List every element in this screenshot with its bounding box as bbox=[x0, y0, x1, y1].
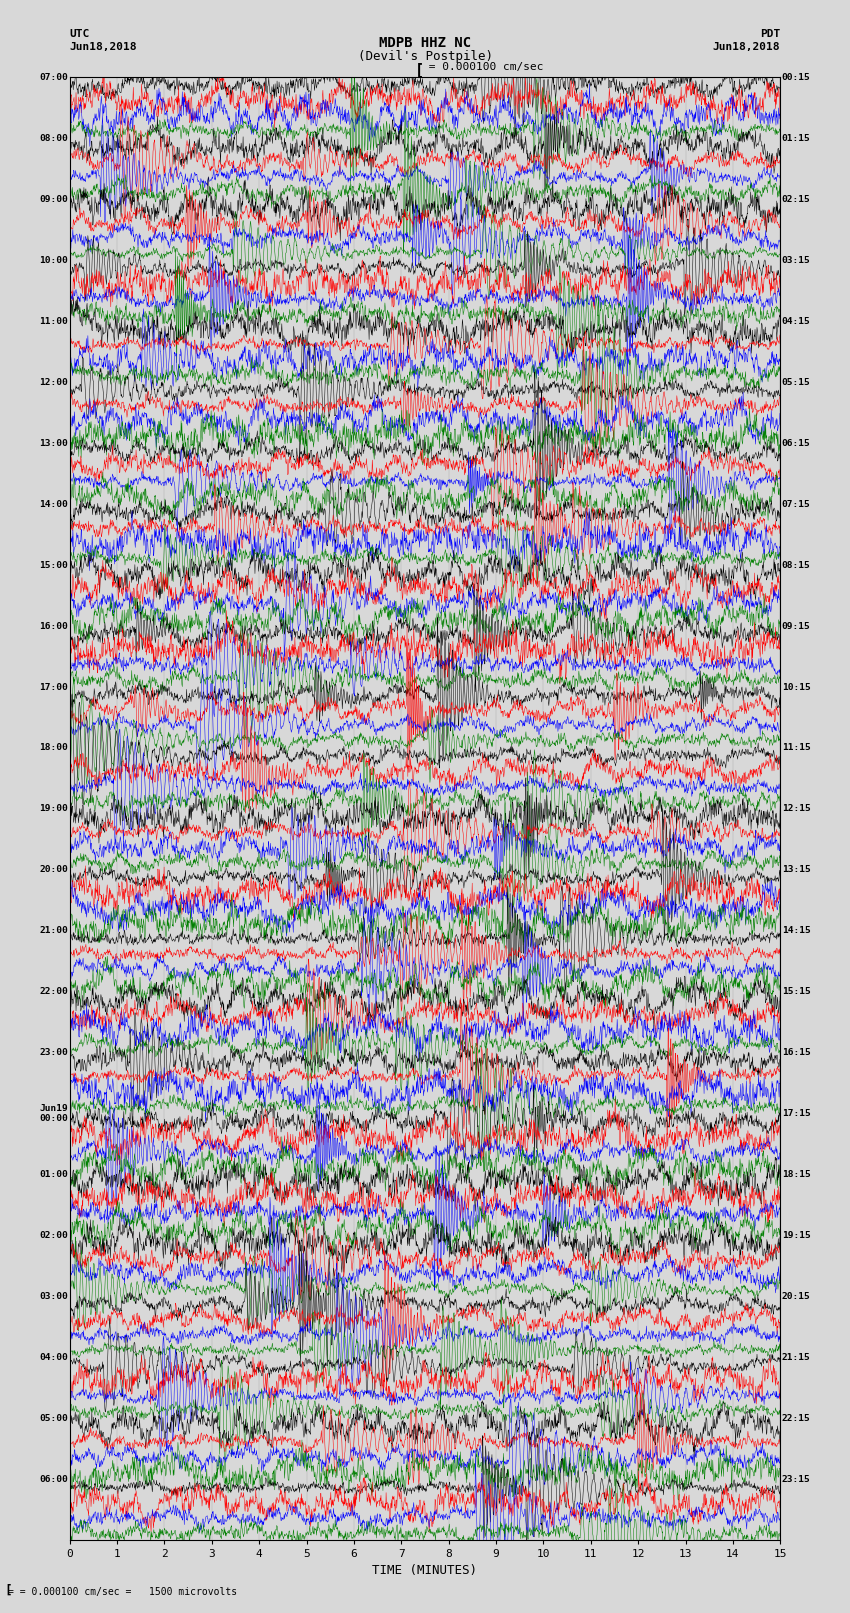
Text: 09:15: 09:15 bbox=[782, 621, 810, 631]
X-axis label: TIME (MINUTES): TIME (MINUTES) bbox=[372, 1563, 478, 1576]
Text: 19:15: 19:15 bbox=[782, 1231, 810, 1240]
Text: MDPB HHZ NC: MDPB HHZ NC bbox=[379, 37, 471, 50]
Text: 18:00: 18:00 bbox=[40, 744, 68, 752]
Text: (Devil's Postpile): (Devil's Postpile) bbox=[358, 50, 492, 63]
Text: 05:15: 05:15 bbox=[782, 377, 810, 387]
Text: 17:15: 17:15 bbox=[782, 1110, 810, 1118]
Text: 10:00: 10:00 bbox=[40, 256, 68, 265]
Text: 16:15: 16:15 bbox=[782, 1048, 810, 1057]
Text: 01:00: 01:00 bbox=[40, 1169, 68, 1179]
Text: 20:00: 20:00 bbox=[40, 866, 68, 874]
Text: 04:15: 04:15 bbox=[782, 316, 810, 326]
Text: 00:15: 00:15 bbox=[782, 73, 810, 82]
Text: 21:00: 21:00 bbox=[40, 926, 68, 936]
Text: 03:00: 03:00 bbox=[40, 1292, 68, 1302]
Text: 23:00: 23:00 bbox=[40, 1048, 68, 1057]
Text: Jun18,2018: Jun18,2018 bbox=[70, 42, 137, 52]
Text: 06:00: 06:00 bbox=[40, 1474, 68, 1484]
Text: 15:15: 15:15 bbox=[782, 987, 810, 997]
Text: Jun19
00:00: Jun19 00:00 bbox=[40, 1103, 68, 1123]
Text: UTC: UTC bbox=[70, 29, 90, 39]
Text: 12:15: 12:15 bbox=[782, 805, 810, 813]
Text: 07:15: 07:15 bbox=[782, 500, 810, 508]
Text: [: [ bbox=[415, 63, 424, 77]
Text: 02:00: 02:00 bbox=[40, 1231, 68, 1240]
Text: 13:15: 13:15 bbox=[782, 866, 810, 874]
Text: 20:15: 20:15 bbox=[782, 1292, 810, 1302]
Text: 06:15: 06:15 bbox=[782, 439, 810, 448]
Text: 18:15: 18:15 bbox=[782, 1169, 810, 1179]
Text: 01:15: 01:15 bbox=[782, 134, 810, 144]
Text: = = 0.000100 cm/sec =   1500 microvolts: = = 0.000100 cm/sec = 1500 microvolts bbox=[8, 1587, 238, 1597]
Text: 11:00: 11:00 bbox=[40, 316, 68, 326]
Text: 22:15: 22:15 bbox=[782, 1415, 810, 1423]
Text: 16:00: 16:00 bbox=[40, 621, 68, 631]
Text: 10:15: 10:15 bbox=[782, 682, 810, 692]
Text: 08:00: 08:00 bbox=[40, 134, 68, 144]
Text: 05:00: 05:00 bbox=[40, 1415, 68, 1423]
Text: 04:00: 04:00 bbox=[40, 1353, 68, 1361]
Text: [: [ bbox=[4, 1584, 12, 1597]
Text: 09:00: 09:00 bbox=[40, 195, 68, 203]
Text: 13:00: 13:00 bbox=[40, 439, 68, 448]
Text: 15:00: 15:00 bbox=[40, 561, 68, 569]
Text: 17:00: 17:00 bbox=[40, 682, 68, 692]
Text: 07:00: 07:00 bbox=[40, 73, 68, 82]
Text: 19:00: 19:00 bbox=[40, 805, 68, 813]
Text: 23:15: 23:15 bbox=[782, 1474, 810, 1484]
Text: 22:00: 22:00 bbox=[40, 987, 68, 997]
Text: 21:15: 21:15 bbox=[782, 1353, 810, 1361]
Text: 11:15: 11:15 bbox=[782, 744, 810, 752]
Text: PDT: PDT bbox=[760, 29, 780, 39]
Text: 08:15: 08:15 bbox=[782, 561, 810, 569]
Text: = 0.000100 cm/sec: = 0.000100 cm/sec bbox=[422, 63, 544, 73]
Text: 14:15: 14:15 bbox=[782, 926, 810, 936]
Text: Jun18,2018: Jun18,2018 bbox=[713, 42, 780, 52]
Text: 03:15: 03:15 bbox=[782, 256, 810, 265]
Text: 14:00: 14:00 bbox=[40, 500, 68, 508]
Text: 02:15: 02:15 bbox=[782, 195, 810, 203]
Text: 12:00: 12:00 bbox=[40, 377, 68, 387]
